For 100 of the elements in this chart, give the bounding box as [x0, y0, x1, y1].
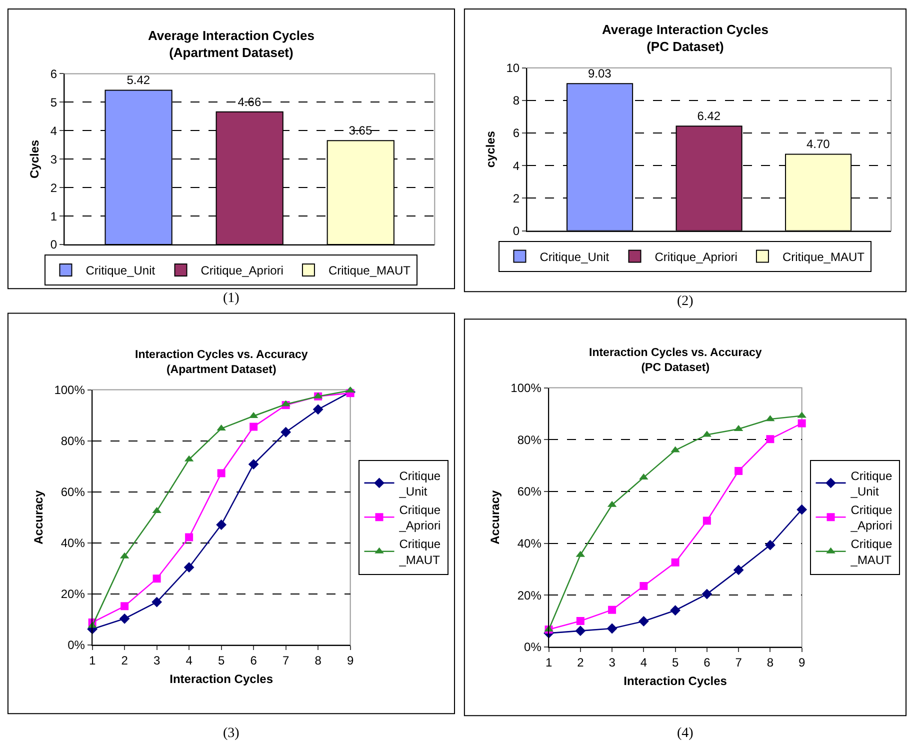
y-tick-label: 0	[512, 224, 520, 238]
point	[250, 422, 258, 431]
legend-label: Critique_MAUT	[398, 537, 441, 567]
legend-label: Critique_Unit	[540, 250, 610, 264]
x-tick-label: 5	[672, 655, 679, 670]
point	[576, 616, 584, 625]
y-tick-label: 4	[50, 124, 58, 138]
y-tick-label: 20%	[517, 588, 542, 602]
y-tick-label: 1	[50, 209, 58, 224]
legend-label: Critique_MAUT	[782, 250, 866, 264]
y-tick-label: 5	[50, 95, 58, 110]
y-tick-label: 3	[50, 152, 58, 166]
legend-label: Critique_MAUT	[850, 537, 892, 567]
y-axis-title: cycles	[483, 130, 498, 168]
x-tick-label: 6	[250, 653, 258, 668]
y-axis-title: Accuracy	[32, 490, 46, 544]
x-tick-label: 3	[608, 655, 616, 670]
point	[796, 504, 808, 515]
x-tick-label: 5	[218, 653, 225, 668]
point	[120, 602, 129, 610]
legend-label: Critique_Unit	[86, 264, 156, 278]
x-tick-label: 1	[88, 653, 96, 668]
point	[280, 426, 292, 438]
y-tick-label: 80%	[517, 432, 542, 447]
x-tick-label: 7	[282, 653, 290, 668]
y-tick-label: 100%	[54, 382, 86, 397]
point	[766, 435, 774, 444]
y-tick-label: 0%	[524, 640, 542, 654]
point	[798, 419, 806, 428]
x-tick-label: 4	[186, 653, 193, 668]
point	[217, 469, 226, 478]
point	[733, 564, 744, 576]
x-tick-label: 3	[153, 653, 160, 668]
y-tick-label: 40%	[517, 536, 542, 550]
text: (4)	[677, 726, 694, 741]
y-axis-title: Accuracy	[488, 490, 502, 544]
data-label: 5.42	[126, 73, 150, 88]
y-axis-title: Cycles	[28, 139, 42, 178]
chart-title: Interaction Cycles vs. Accuracy (PC Dataset)	[589, 347, 762, 374]
legend-label: Critique_Unit	[850, 468, 892, 498]
point	[575, 626, 586, 636]
x-tick-label: 7	[735, 655, 742, 670]
y-tick-label: 40%	[60, 536, 86, 550]
legend-label: Critique_MAUT	[328, 264, 412, 278]
data-label: 4.70	[806, 137, 830, 152]
chart-title: Interaction Cycles vs. Accuracy (Apartment Dataset)	[135, 349, 308, 376]
x-tick-label: 9	[798, 655, 806, 670]
x-tick-label: 1	[545, 655, 552, 670]
point	[119, 613, 130, 624]
y-tick-label: 6	[50, 66, 58, 81]
chart-title: Average Interaction Cycles (PC Dataset)	[602, 22, 768, 54]
point	[185, 533, 194, 542]
data-label: 9.03	[588, 66, 612, 81]
point	[184, 562, 194, 573]
x-axis-title: Interaction Cycles	[170, 672, 274, 686]
chart-title: Average Interaction Cycles (Apartment Dataset)	[148, 28, 314, 60]
text: (3)	[223, 726, 240, 741]
point	[670, 605, 681, 616]
point	[671, 558, 680, 566]
y-tick-label: 2	[512, 191, 520, 206]
x-tick-label: 2	[577, 655, 584, 670]
legend-label: Critique_Unit	[398, 468, 441, 498]
y-tick-label: 0	[50, 238, 58, 252]
point	[152, 574, 161, 583]
x-tick-label: 4	[640, 655, 648, 670]
point	[248, 459, 259, 470]
y-tick-label: 80%	[60, 434, 86, 448]
x-tick-label: 6	[704, 655, 711, 670]
text: (1)	[223, 291, 240, 306]
point	[606, 623, 618, 634]
point	[312, 404, 324, 415]
y-tick-label: 100%	[510, 380, 542, 395]
data-label: 4.66	[238, 94, 262, 109]
point	[152, 596, 162, 608]
y-tick-label: 60%	[60, 485, 86, 500]
y-tick-label: 10	[506, 61, 520, 76]
point	[764, 540, 776, 550]
x-tick-label: 9	[346, 653, 354, 668]
text: (2)	[677, 294, 694, 309]
point	[702, 588, 712, 600]
y-tick-label: 8	[512, 94, 520, 108]
legend-label: Critique_Apriori	[398, 503, 441, 533]
point	[608, 606, 616, 614]
point	[734, 466, 743, 475]
point	[216, 520, 227, 530]
legend-label: Critique_Apriori	[654, 250, 738, 264]
point	[638, 616, 649, 626]
y-tick-label: 60%	[517, 484, 542, 499]
data-label: 6.42	[697, 109, 721, 124]
y-tick-label: 0%	[68, 638, 86, 652]
point	[702, 516, 711, 525]
legend-label: Critique_Apriori	[200, 264, 284, 278]
y-tick-label: 4	[512, 158, 520, 173]
x-axis-title: Interaction Cycles	[624, 674, 728, 688]
point	[640, 582, 648, 590]
x-tick-label: 8	[314, 653, 322, 668]
x-tick-label: 8	[766, 655, 774, 670]
x-tick-label: 2	[121, 653, 128, 668]
y-tick-label: 20%	[60, 587, 86, 602]
legend-label: Critique_Apriori	[850, 503, 892, 533]
